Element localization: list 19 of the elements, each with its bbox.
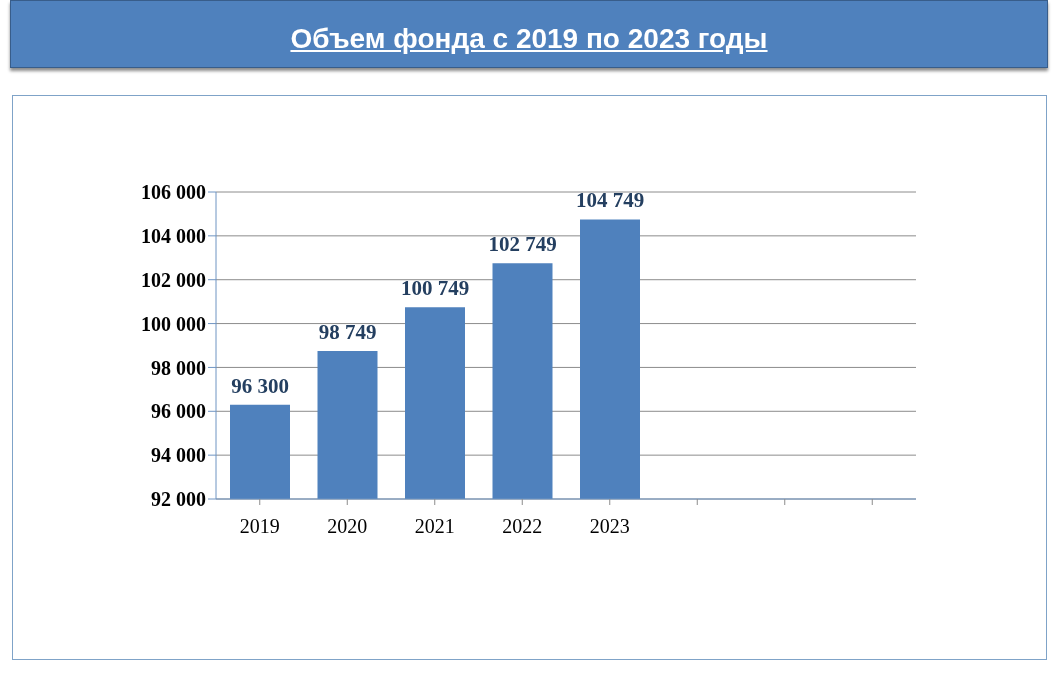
y-tick-label: 102 000 [141, 268, 206, 291]
x-tick-label: 2019 [239, 515, 280, 538]
data-label: 98 749 [318, 320, 377, 344]
x-tick-label: 2021 [414, 515, 455, 538]
y-tick-label: 94 000 [151, 444, 206, 467]
y-tick-label: 96 000 [151, 400, 206, 423]
chart-title: Объем фонда с 2019 по 2023 годы [290, 22, 768, 55]
data-label: 100 749 [400, 276, 470, 301]
x-tick-label: 2020 [327, 515, 368, 538]
data-label: 96 300 [231, 373, 289, 398]
y-tick-label: 100 000 [141, 312, 206, 335]
y-tick-label: 106 000 [141, 181, 206, 204]
y-tick-label: 98 000 [151, 356, 206, 379]
data-label: 102 749 [488, 232, 557, 257]
x-tick-label: 2022 [502, 515, 543, 538]
data-label: 104 749 [575, 188, 645, 213]
y-tick-label: 92 000 [151, 488, 206, 511]
x-tick-label: 2023 [589, 515, 630, 538]
y-tick-label: 104 000 [141, 224, 206, 247]
